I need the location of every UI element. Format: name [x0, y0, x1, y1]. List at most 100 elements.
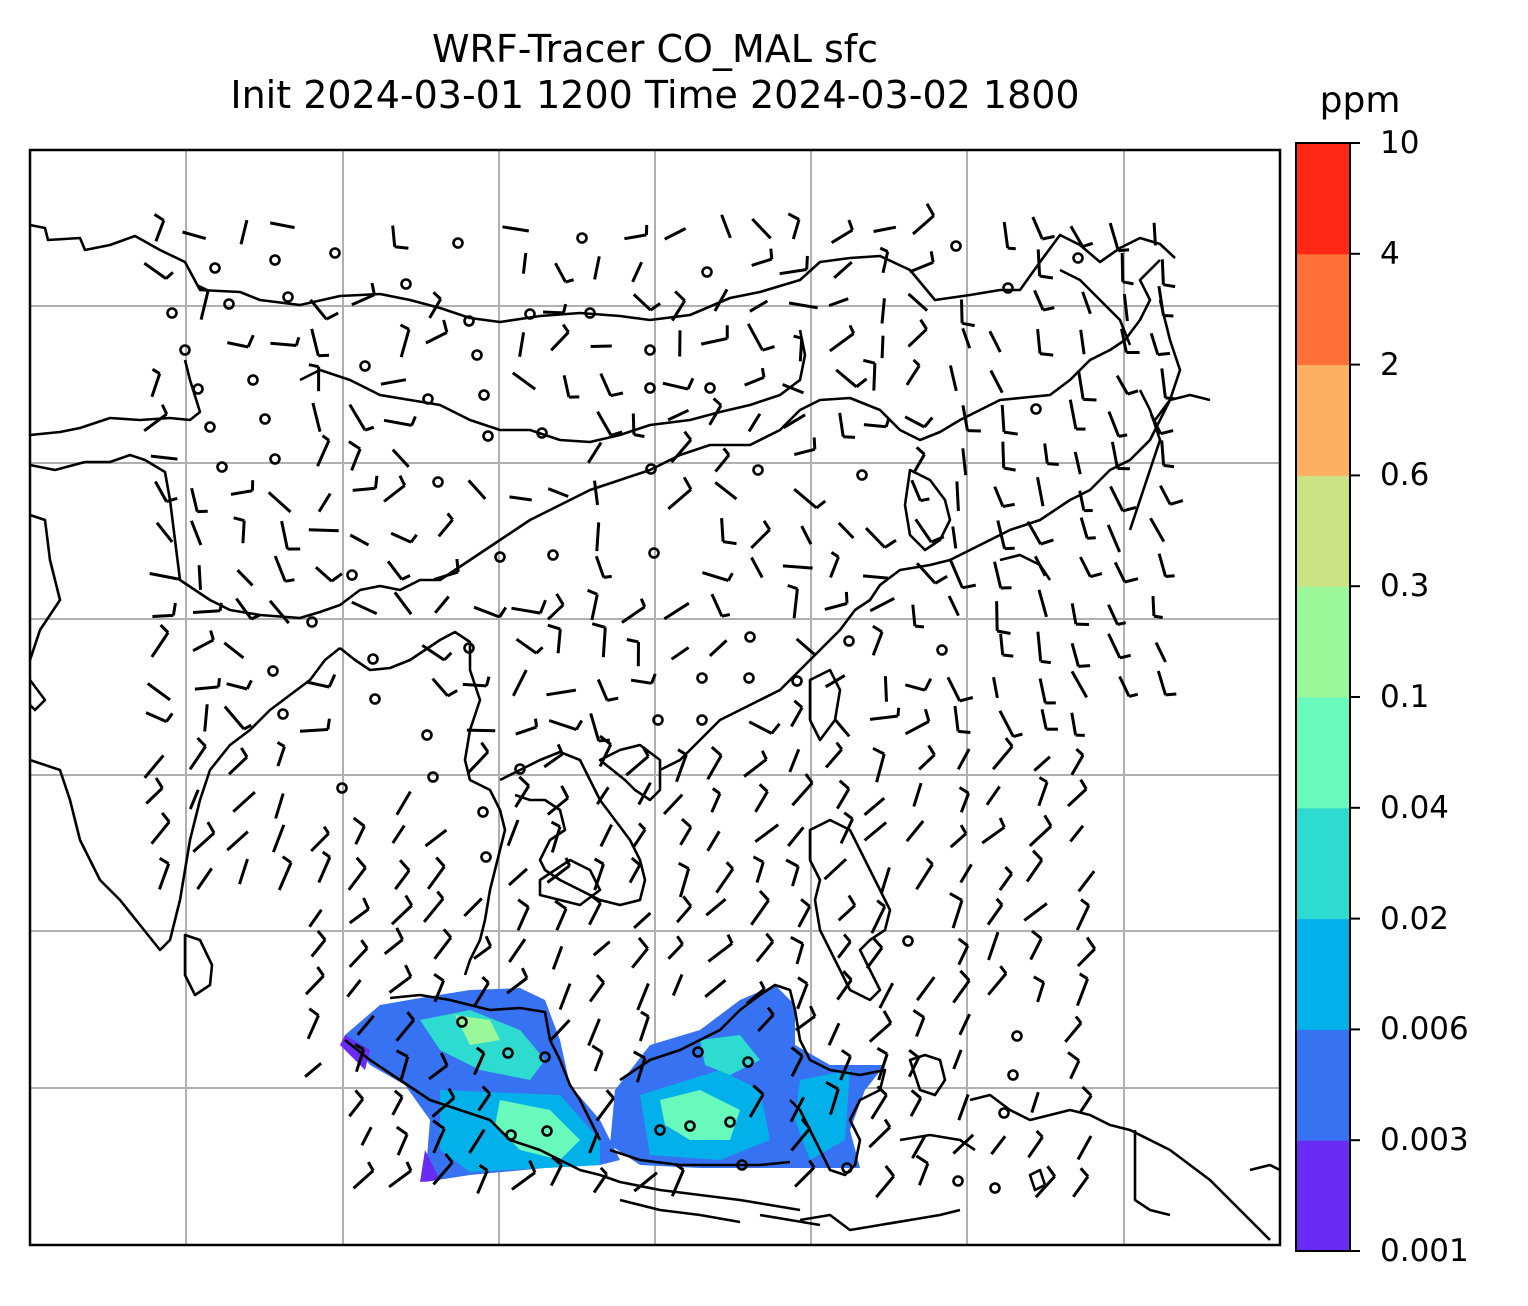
wind-barb	[750, 889, 770, 926]
wind-barb	[196, 284, 210, 320]
map-frame	[28, 148, 1282, 1247]
wind-barb	[1036, 631, 1051, 665]
wind-barb	[467, 741, 490, 774]
wind-barb	[1067, 1051, 1081, 1080]
calm-circle	[421, 729, 433, 741]
wind-barb	[592, 1166, 608, 1194]
wind-barb	[790, 699, 804, 728]
wind-barb	[958, 786, 971, 813]
wind-barb	[1033, 289, 1055, 312]
wind-barb	[836, 779, 851, 810]
wind-barb	[190, 487, 208, 514]
wind-barb	[587, 1018, 601, 1047]
wind-barb	[1122, 294, 1129, 322]
wind-barb	[748, 720, 781, 735]
wind-barb	[782, 564, 813, 570]
wind-barb	[1033, 975, 1046, 1003]
wind-barb	[351, 282, 376, 307]
wind-barb	[670, 1163, 685, 1197]
wind-barb	[558, 983, 572, 1011]
wind-barb	[868, 1010, 893, 1043]
calm-circle	[536, 427, 548, 439]
wind-barb	[543, 743, 564, 769]
wind-barb	[203, 704, 209, 732]
wind-barb	[909, 1089, 923, 1117]
colorbar-tick-label: 0.006	[1380, 1011, 1469, 1048]
wind-barb	[956, 748, 971, 771]
wind-barb	[910, 479, 930, 503]
wind-barb	[670, 646, 690, 661]
wind-barb	[550, 323, 570, 352]
wind-barb	[750, 519, 771, 549]
wind-barb	[548, 719, 583, 732]
wind-barb	[838, 412, 856, 439]
wind-barb	[961, 448, 968, 476]
wind-barb	[710, 593, 731, 618]
wind-barb	[306, 1007, 320, 1040]
wind-barb	[796, 976, 809, 1010]
wind-barb	[348, 440, 362, 471]
wind-barb	[587, 441, 603, 464]
wind-barb	[1066, 778, 1088, 808]
wind-barb	[150, 811, 171, 845]
wind-barb	[308, 908, 323, 928]
wind-barb	[591, 622, 607, 658]
wind-barb	[476, 1163, 489, 1194]
wind-barb	[1157, 285, 1174, 318]
wind-barbs	[143, 202, 1184, 1199]
wind-barb	[1107, 633, 1132, 660]
calm-circle	[456, 1016, 468, 1028]
wind-barb	[388, 1161, 413, 1189]
calm-circle	[209, 262, 221, 274]
wind-barb	[988, 330, 1002, 353]
wind-barb	[1151, 596, 1163, 619]
wind-barb	[1152, 222, 1157, 246]
wind-barb	[825, 1080, 840, 1116]
wind-barb	[1149, 414, 1174, 436]
wind-barb	[782, 413, 806, 429]
calm-circle	[539, 1051, 551, 1063]
calm-circle	[856, 469, 868, 481]
colorbar-segment	[1296, 1029, 1350, 1141]
wind-barb	[863, 418, 891, 429]
wind-barb	[907, 318, 928, 348]
wind-barb	[155, 521, 174, 543]
wind-barb	[621, 598, 647, 624]
colorbar-tick-label: 0.001	[1380, 1233, 1469, 1269]
calm-circle	[269, 254, 281, 266]
calm-circle	[645, 463, 657, 475]
wind-barb	[196, 867, 213, 890]
wind-barb	[1107, 604, 1127, 626]
calm-circle	[841, 1162, 853, 1174]
calm-circle	[427, 771, 439, 783]
wind-barb	[958, 1013, 971, 1036]
calm-circle	[644, 382, 656, 394]
wind-barb	[1043, 443, 1059, 466]
wind-barb	[947, 595, 960, 617]
wind-barb	[356, 1014, 375, 1036]
wind-barb	[827, 1022, 841, 1046]
wind-barb	[1107, 411, 1128, 438]
wind-barb	[395, 790, 412, 816]
wind-barb	[869, 707, 901, 721]
wind-barb	[1081, 291, 1092, 315]
wind-barb	[1036, 328, 1054, 357]
wind-barb	[1070, 712, 1085, 737]
wind-barb	[188, 736, 207, 771]
title-line-1: WRF-Tracer CO_MAL sfc	[431, 27, 879, 71]
wind-barb	[864, 527, 897, 549]
calm-circle	[482, 430, 494, 442]
wind-barb	[349, 533, 370, 547]
calm-circle	[359, 360, 371, 372]
wind-barb	[878, 982, 895, 1009]
wind-barb	[383, 474, 407, 503]
wind-barb	[869, 596, 895, 613]
wind-barb	[662, 793, 684, 816]
wind-barb	[269, 221, 295, 230]
calm-circle	[452, 237, 464, 249]
wind-barb	[795, 637, 816, 656]
wind-barb	[599, 372, 624, 398]
calm-circle	[463, 315, 475, 327]
wind-barb	[1118, 675, 1139, 698]
